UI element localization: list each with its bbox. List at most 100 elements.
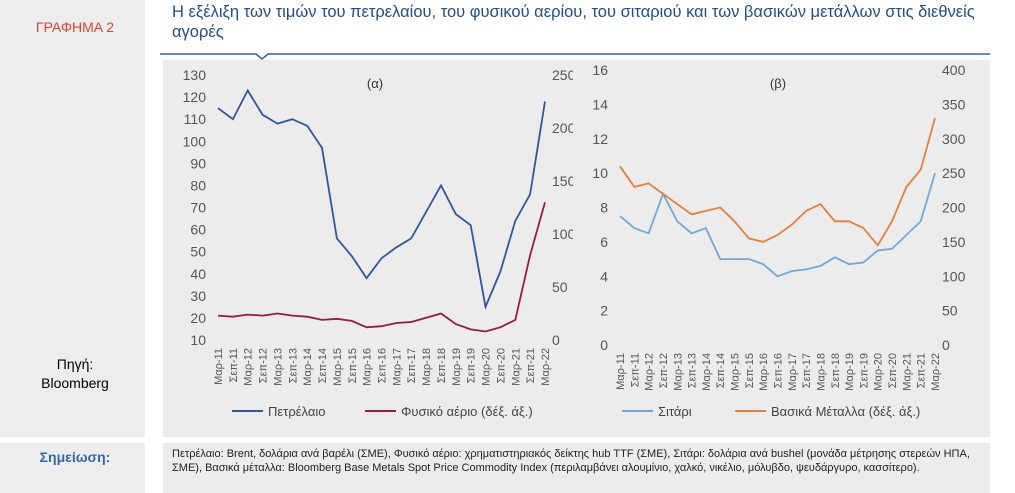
y-tick-label: 60	[190, 222, 206, 238]
y-tick-label: 16	[592, 62, 608, 78]
x-tick-label: Σεπ-20	[887, 353, 899, 388]
rule-line	[160, 53, 990, 60]
x-tick-label: Σεπ-20	[495, 348, 507, 383]
x-tick-label: Σεπ-14	[317, 348, 329, 383]
y2-tick-label: 250	[552, 67, 573, 83]
series-line	[619, 117, 936, 247]
y-tick-label: 10	[190, 332, 206, 348]
series-line	[217, 201, 546, 333]
x-tick-label: Σεπ-11	[228, 348, 240, 382]
x-tick-label: Σεπ-13	[687, 353, 699, 388]
x-tick-label: Σεπ-13	[287, 348, 299, 383]
y-tick-label: 8	[600, 200, 608, 216]
y2-tick-label: 300	[942, 131, 966, 147]
side-panel	[0, 0, 145, 437]
y-tick-label: 90	[190, 155, 206, 171]
x-tick-label: Μαρ-21	[901, 353, 913, 391]
x-tick-label: Μαρ-11	[213, 348, 225, 385]
y2-tick-label: 150	[942, 234, 966, 250]
x-tick-label: Σεπ-11	[629, 353, 641, 387]
y-tick-label: 2	[600, 303, 608, 319]
title: Η εξέλιξη των τιμών του πετρελαίου, του …	[172, 3, 975, 41]
y2-tick-label: 100	[552, 226, 573, 242]
y2-tick-label: 100	[942, 268, 966, 284]
x-tick-label: Μαρ-16	[758, 353, 770, 391]
x-tick-label: Σεπ-21	[525, 348, 537, 383]
source: Bloomberg	[41, 375, 109, 391]
annotation: (α)	[367, 76, 383, 91]
y2-tick-label: 200	[942, 200, 966, 216]
y2-tick-label: 0	[552, 332, 560, 348]
note: Πετρέλαιο: Brent, δολάρια ανά βαρέλι (ΣΜ…	[172, 448, 970, 474]
x-tick-label: Μαρ-21	[510, 348, 522, 386]
note-panel	[163, 443, 990, 493]
note-label: Σημείωση:	[39, 449, 111, 465]
x-tick-label: Μαρ-17	[787, 353, 799, 391]
annotation: (β)	[770, 76, 786, 91]
chart-a: (α) 10 20 30 40 50 60 70 80 90 100 110 120 130 0 50 100 1…	[183, 67, 573, 419]
y-tick-label: 30	[190, 288, 206, 304]
y-tick-label: 14	[592, 96, 608, 112]
series-line	[619, 172, 936, 278]
legend-label: Πετρέλαιο	[268, 404, 325, 419]
x-tick-label: Σεπ-19	[466, 348, 478, 383]
x-tick-label: Μαρ-18	[815, 353, 827, 391]
x-tick-label: Μαρ-22	[540, 348, 552, 386]
y-tick-label: 80	[190, 177, 206, 193]
x-tick-label: Σεπ-15	[744, 353, 756, 388]
side-panel-note	[0, 443, 145, 493]
x-tick-label: Μαρ-15	[730, 353, 742, 391]
y2-tick-label: 400	[942, 62, 966, 78]
y2-tick-label: 150	[552, 173, 573, 189]
x-tick-label: Μαρ-20	[873, 353, 885, 391]
series-line	[217, 88, 546, 311]
x-tick-label: Μαρ-12	[644, 353, 656, 391]
x-tick-label: Μαρ-20	[481, 348, 493, 386]
x-tick-label: Μαρ-15	[332, 348, 344, 386]
x-tick-label: Μαρ-13	[672, 353, 684, 391]
y2-tick-label: 200	[552, 120, 573, 136]
x-tick-label: Σεπ-12	[258, 348, 270, 383]
x-tick-label: Μαρ-14	[302, 348, 314, 386]
y-tick-label: 100	[183, 133, 207, 149]
source-label: Πηγή:	[56, 356, 94, 372]
x-tick-label: Μαρ-22	[930, 353, 942, 391]
legend-label: Σιτάρι	[658, 404, 692, 419]
y-tick-label: 0	[600, 337, 608, 353]
x-tick-label: Μαρ-19	[451, 348, 463, 386]
legend-label: Φυσικό αέριο (δέξ. άξ.)	[401, 404, 533, 419]
legend-label: Βασικά Μέταλλα (δέξ. άξ.)	[771, 404, 920, 419]
y2-tick-label: 0	[942, 337, 950, 353]
x-tick-label: Σεπ-16	[773, 353, 785, 388]
y-tick-label: 4	[600, 268, 608, 284]
x-tick-label: Σεπ-12	[658, 353, 670, 388]
x-tick-label: Σεπ-17	[801, 353, 813, 388]
x-tick-label: Σεπ-14	[715, 353, 727, 388]
y2-tick-label: 50	[552, 279, 568, 295]
x-tick-label: Μαρ-16	[362, 348, 374, 386]
x-tick-label: Μαρ-18	[421, 348, 433, 386]
y-tick-label: 40	[190, 266, 206, 282]
x-tick-label: Σεπ-15	[347, 348, 359, 383]
y2-tick-label: 350	[942, 96, 966, 112]
y-tick-label: 130	[183, 67, 207, 83]
y-tick-label: 120	[183, 89, 207, 105]
x-tick-label: Σεπ-16	[377, 348, 389, 383]
y-tick-label: 12	[592, 131, 608, 147]
title-rule	[160, 53, 990, 60]
x-tick-label: Μαρ-19	[844, 353, 856, 391]
x-tick-label: Μαρ-14	[701, 353, 713, 391]
y-tick-label: 110	[184, 111, 207, 127]
x-tick-label: Μαρ-12	[243, 348, 255, 386]
y-tick-label: 10	[592, 165, 608, 181]
x-tick-label: Σεπ-18	[830, 353, 842, 388]
y-tick-label: 50	[190, 244, 206, 260]
chart-b: (β) 0 2 4 6 8 10 12 14 16 0 50 100 150 200 250 300 350 400…	[592, 62, 966, 419]
x-tick-label: Σεπ-17	[406, 348, 418, 383]
x-tick-label: Σεπ-19	[858, 353, 870, 388]
x-tick-label: Σεπ-21	[916, 353, 928, 388]
y2-tick-label: 50	[942, 303, 958, 319]
x-tick-label: Μαρ-11	[615, 353, 627, 390]
figure-label: ΓΡΑΦΗΜΑ 2	[35, 19, 115, 35]
